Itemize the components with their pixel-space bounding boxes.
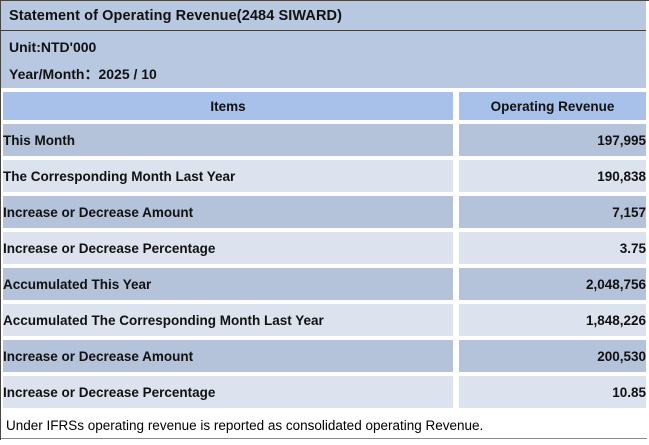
page-title: Statement of Operating Revenue(2484 SIWA…	[1, 1, 646, 31]
item-value: 7,157	[453, 196, 646, 228]
item-value: 3.75	[453, 232, 646, 264]
table-row: Increase or Decrease Percentage 3.75	[3, 232, 646, 264]
item-value: 2,048,756	[453, 268, 646, 300]
table-row: Accumulated The Corresponding Month Last…	[3, 304, 646, 336]
table-row: Increase or Decrease Amount 7,157	[3, 196, 646, 228]
column-header-operating-revenue: Operating Revenue	[453, 92, 646, 120]
ifrs-footnote: Under IFRSs operating revenue is reporte…	[1, 412, 647, 439]
revenue-table: Items Operating Revenue This Month 197,9…	[3, 88, 646, 412]
period-label: Year/Month：2025 / 10	[9, 65, 157, 82]
item-label: Increase or Decrease Amount	[3, 196, 453, 228]
table-row: This Month 197,995	[3, 124, 646, 156]
table-row: Accumulated This Year 2,048,756	[3, 268, 646, 300]
item-value: 197,995	[453, 124, 646, 156]
item-label: Increase or Decrease Amount	[3, 340, 453, 372]
page-header-band: Statement of Operating Revenue(2484 SIWA…	[1, 1, 646, 88]
item-value: 10.85	[453, 376, 646, 408]
unit-label: Unit:NTD'000	[9, 38, 97, 55]
table-row: Increase or Decrease Percentage 10.85	[3, 376, 646, 408]
item-label: Accumulated This Year	[3, 268, 453, 300]
item-value: 200,530	[453, 340, 646, 372]
item-label: Increase or Decrease Percentage	[3, 232, 453, 264]
item-label: Accumulated The Corresponding Month Last…	[3, 304, 453, 336]
item-label: The Corresponding Month Last Year	[3, 160, 453, 192]
table-header-row: Items Operating Revenue	[3, 92, 646, 120]
item-label: Increase or Decrease Percentage	[3, 376, 453, 408]
item-label: This Month	[3, 124, 453, 156]
table-row: The Corresponding Month Last Year 190,83…	[3, 160, 646, 192]
item-value: 190,838	[453, 160, 646, 192]
item-value: 1,848,226	[453, 304, 646, 336]
table-row: Increase or Decrease Amount 200,530	[3, 340, 646, 372]
report-info: Unit:NTD'000 Year/Month：2025 / 10	[1, 31, 646, 88]
column-header-items: Items	[3, 92, 453, 120]
